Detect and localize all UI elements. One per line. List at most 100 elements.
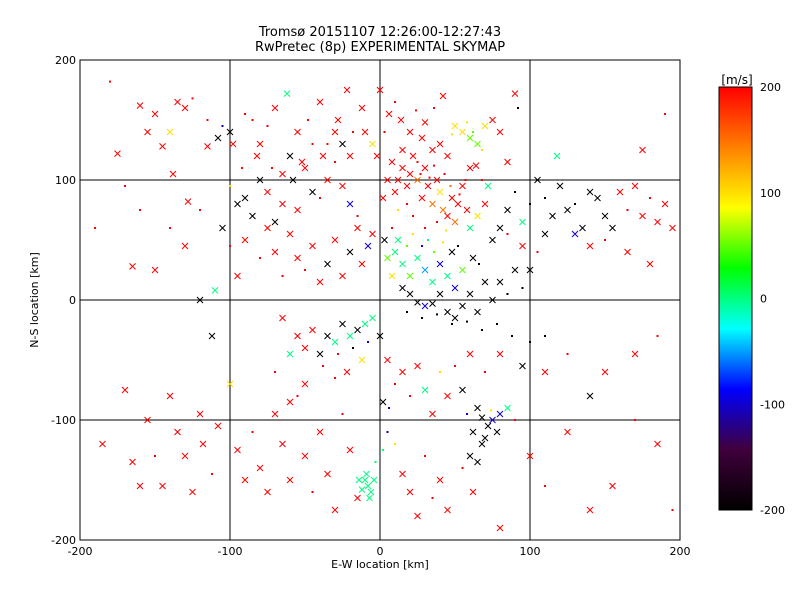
data-point-dot: [386, 431, 389, 433]
data-point-dot: [206, 119, 209, 121]
data-point-x: [129, 458, 136, 466]
data-point-dot: [445, 229, 447, 232]
data-point-x: [519, 362, 526, 370]
data-points: [94, 80, 676, 532]
y-axis-ticks: 200 100 0 -100 -200: [51, 54, 76, 547]
data-point-x: [211, 287, 219, 294]
data-point-x: [451, 284, 459, 292]
data-point-dot: [406, 311, 408, 313]
data-point-x: [631, 182, 639, 190]
data-point-dot: [307, 119, 309, 121]
data-point-x: [433, 176, 441, 184]
data-point-dot: [433, 107, 435, 109]
data-point-x: [586, 392, 594, 400]
data-point-x: [388, 158, 396, 166]
data-point-dot: [566, 353, 569, 355]
data-point-x: [414, 254, 421, 262]
data-point-dot: [604, 239, 606, 241]
data-point-x: [478, 440, 486, 448]
data-point-x: [429, 146, 436, 154]
data-point-x: [403, 182, 411, 190]
data-point-x: [511, 266, 519, 274]
data-point-x: [399, 368, 406, 376]
data-point-dot: [421, 317, 423, 319]
data-point-x: [399, 470, 406, 478]
data-point-dot: [259, 257, 261, 259]
data-point-x: [429, 300, 436, 307]
data-point-x: [301, 344, 309, 352]
data-point-dot: [449, 185, 452, 187]
data-point-dot: [466, 413, 468, 415]
data-point-x: [159, 143, 166, 150]
data-point-x: [459, 128, 466, 136]
data-point-dot: [211, 473, 213, 475]
data-point-x: [339, 140, 346, 148]
data-point-x: [631, 350, 639, 358]
data-point-x: [136, 102, 144, 109]
data-point-x: [474, 458, 481, 466]
data-point-x: [181, 452, 189, 460]
data-point-x: [436, 188, 444, 196]
colorbar: [718, 86, 753, 511]
colorbar-label: [m/s]: [721, 73, 752, 87]
data-point-x: [459, 182, 466, 190]
data-point-x: [484, 422, 492, 430]
data-point-x: [459, 386, 466, 394]
data-point-dot: [574, 203, 576, 205]
data-point-x: [586, 242, 594, 250]
data-point-x: [286, 230, 294, 238]
data-point-dot: [229, 245, 231, 247]
data-point-x: [214, 422, 222, 430]
data-point-dot: [124, 185, 126, 187]
data-point-x: [472, 162, 480, 169]
data-point-dot: [457, 245, 459, 247]
data-point-x: [174, 98, 181, 106]
data-point-dot: [304, 269, 306, 271]
data-point-x: [394, 236, 402, 244]
data-point-x: [294, 128, 301, 136]
data-point-x: [369, 314, 376, 322]
data-point-x: [384, 356, 391, 364]
data-point-x: [639, 212, 646, 220]
data-point-x: [301, 380, 309, 388]
data-point-x: [166, 128, 174, 136]
data-point-x: [159, 482, 166, 490]
data-point-x: [234, 200, 241, 208]
data-point-dot: [412, 215, 414, 217]
data-point-dot: [415, 109, 417, 112]
data-point-x: [439, 92, 447, 100]
data-point-x: [354, 326, 361, 334]
data-point-dot: [391, 227, 393, 229]
data-point-x: [444, 308, 451, 316]
data-point-x: [436, 260, 444, 268]
data-point-dot: [481, 149, 483, 151]
data-point-x: [144, 128, 151, 136]
data-point-dot: [536, 251, 539, 253]
data-point-dot: [634, 419, 636, 421]
data-point-dot: [154, 455, 156, 457]
data-point-dot: [442, 241, 444, 244]
data-point-x: [454, 200, 462, 208]
x-axis-ticks: -200 -100 0 100 200: [68, 545, 691, 558]
data-point-dot: [656, 335, 659, 337]
data-point-x: [279, 440, 286, 448]
data-point-x: [424, 182, 432, 190]
data-point-x: [234, 272, 241, 280]
data-point-x: [444, 506, 451, 514]
data-point-x: [346, 152, 354, 160]
data-point-x: [241, 194, 249, 202]
data-point-x: [346, 248, 354, 256]
data-point-dot: [436, 313, 438, 316]
data-point-x: [271, 410, 279, 418]
data-point-x: [346, 446, 354, 454]
data-point-x: [564, 206, 571, 214]
data-point-dot: [529, 203, 531, 205]
data-point-dot: [394, 383, 396, 385]
data-point-dot: [271, 167, 273, 169]
data-point-x: [376, 332, 384, 340]
data-point-x: [436, 290, 444, 298]
data-point-x: [489, 236, 496, 244]
data-point-x: [451, 314, 459, 322]
data-point-dot: [464, 179, 467, 181]
data-point-x: [478, 414, 486, 421]
